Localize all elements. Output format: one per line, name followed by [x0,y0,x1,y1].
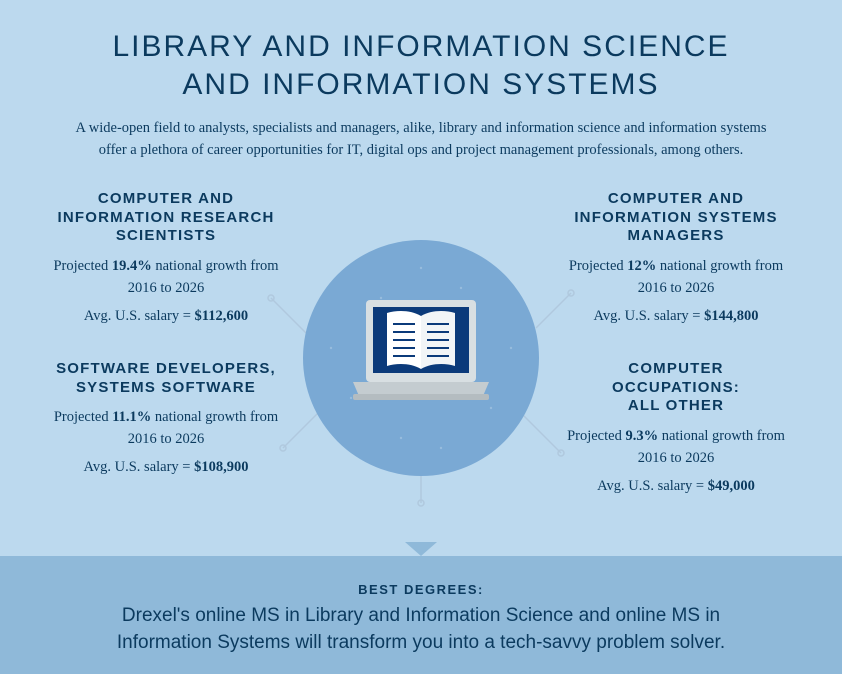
career-growth: Projected 12% national growth from 2016 … [556,256,796,300]
career-title: SOFTWARE DEVELOPERS, SYSTEMS SOFTWARE [46,360,286,398]
career-block-software-developers: SOFTWARE DEVELOPERS, SYSTEMS SOFTWARE Pr… [46,360,286,517]
footer-banner: BEST DEGREES: Drexel's online MS in Libr… [0,556,842,674]
career-salary: Avg. U.S. salary = $108,900 [46,457,286,479]
subtitle: A wide-open field to analysts, specialis… [0,117,842,162]
footer-text: Drexel's online MS in Library and Inform… [0,603,842,656]
career-title: COMPUTER AND INFORMATION RESEARCH SCIENT… [46,190,286,246]
career-salary: Avg. U.S. salary = $144,800 [556,306,796,328]
career-salary: Avg. U.S. salary = $49,000 [556,476,796,498]
career-growth: Projected 19.4% national growth from 201… [46,256,286,300]
career-growth: Projected 11.1% national growth from 201… [46,407,286,451]
career-block-research-scientists: COMPUTER AND INFORMATION RESEARCH SCIENT… [46,190,286,366]
career-columns: COMPUTER AND INFORMATION RESEARCH SCIENT… [0,190,842,530]
career-block-is-managers: COMPUTER AND INFORMATION SYSTEMS MANAGER… [556,190,796,366]
title-line-1: LIBRARY AND INFORMATION SCIENCE [112,30,729,63]
career-growth: Projected 9.3% national growth from 2016… [556,426,796,470]
career-salary: Avg. U.S. salary = $112,600 [46,306,286,328]
footer-label: BEST DEGREES: [0,582,842,597]
career-title: COMPUTER AND INFORMATION SYSTEMS MANAGER… [556,190,796,246]
title-line-2: AND INFORMATION SYSTEMS [182,68,659,101]
page-title: LIBRARY AND INFORMATION SCIENCE AND INFO… [0,0,842,103]
career-title: COMPUTER OCCUPATIONS: ALL OTHER [556,360,796,416]
career-block-computer-occupations: COMPUTER OCCUPATIONS: ALL OTHER Projecte… [556,360,796,536]
